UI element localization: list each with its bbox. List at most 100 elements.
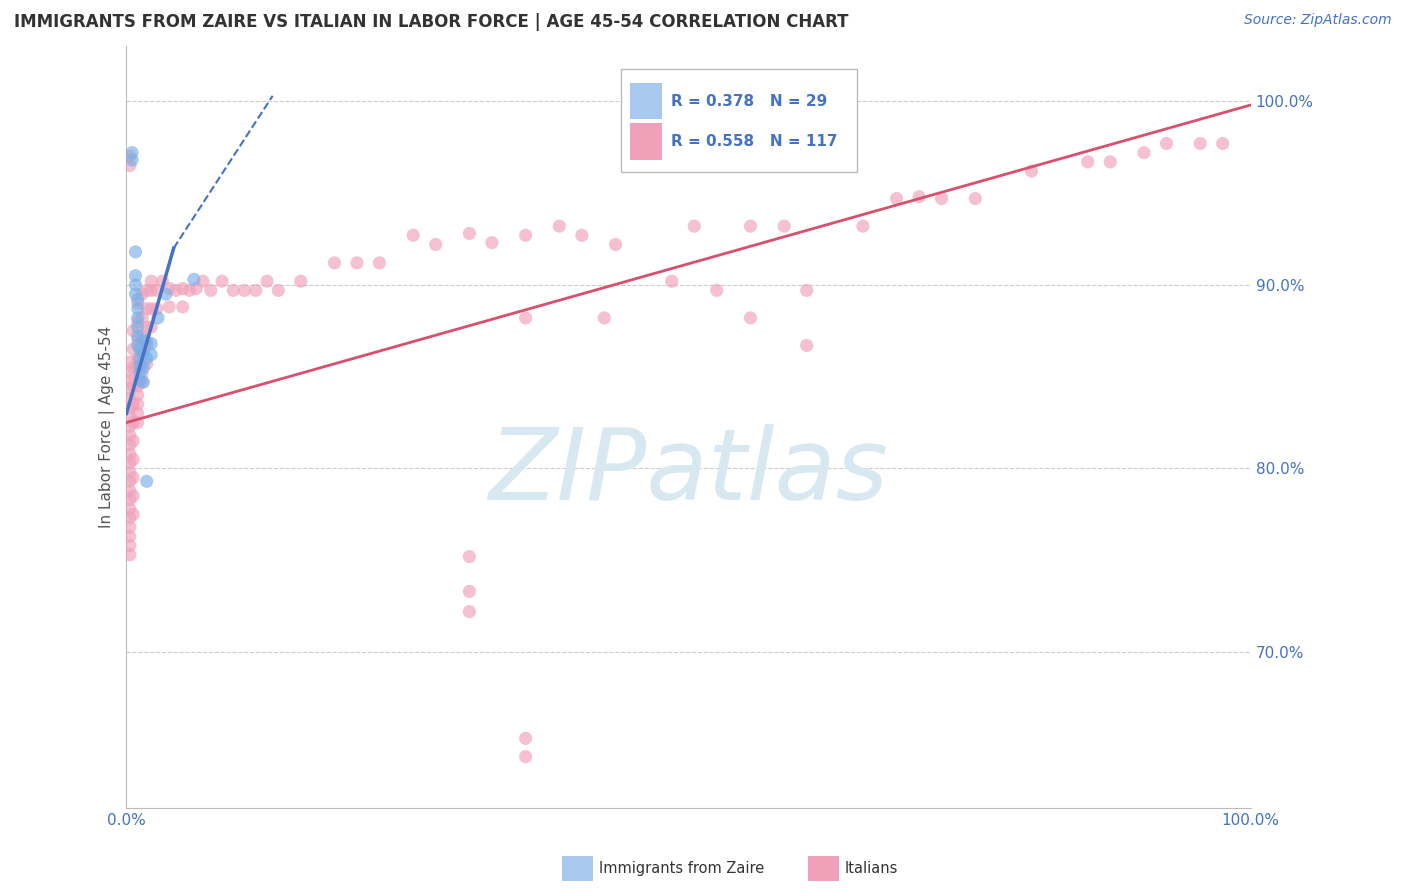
Point (131, 329, 153, 343)
Text: Italians: Italians (845, 862, 898, 876)
Point (135, 338, 157, 352)
Point (402, 228, 425, 243)
Point (131, 348, 153, 362)
Point (141, 284, 163, 298)
Point (118, 456, 141, 470)
Point (290, 274, 312, 288)
Point (135, 334, 157, 349)
Point (118, 520, 141, 534)
Point (118, 501, 141, 516)
Point (127, 338, 149, 352)
Point (211, 274, 233, 288)
Point (458, 227, 481, 241)
Point (515, 749, 537, 764)
Point (267, 284, 290, 298)
Point (1189, 136, 1212, 151)
Text: IMMIGRANTS FROM ZAIRE VS ITALIAN IN LABOR FORCE | AGE 45-54 CORRELATION CHART: IMMIGRANTS FROM ZAIRE VS ITALIAN IN LABO… (14, 13, 849, 31)
Point (127, 379, 149, 393)
Point (122, 397, 145, 411)
Point (118, 447, 141, 461)
Point (127, 351, 149, 366)
Point (118, 149, 141, 163)
Point (124, 277, 146, 292)
Point (155, 287, 177, 301)
Point (186, 281, 208, 295)
Point (222, 284, 245, 298)
Text: R = 0.378   N = 29: R = 0.378 N = 29 (671, 94, 827, 109)
Point (458, 584, 481, 599)
Point (127, 315, 149, 329)
Point (122, 470, 145, 484)
Point (141, 320, 163, 334)
Point (127, 406, 149, 420)
Point (515, 228, 537, 243)
Point (931, 192, 953, 206)
Point (593, 310, 616, 325)
Point (127, 301, 149, 316)
Point (118, 529, 141, 543)
Point (368, 256, 391, 270)
Point (118, 355, 141, 369)
Point (458, 605, 481, 619)
Point (127, 329, 149, 343)
Text: R = 0.558   N = 117: R = 0.558 N = 117 (671, 134, 837, 149)
Point (118, 428, 141, 442)
Point (118, 475, 141, 489)
Point (1133, 145, 1156, 160)
Point (256, 274, 278, 288)
Text: Source: ZipAtlas.com: Source: ZipAtlas.com (1244, 13, 1392, 28)
Point (132, 346, 155, 360)
Point (131, 310, 153, 325)
Point (233, 284, 256, 298)
Point (132, 333, 155, 347)
Point (346, 256, 368, 270)
Text: Immigrants from Zaire: Immigrants from Zaire (599, 862, 765, 876)
Point (515, 310, 537, 325)
Point (135, 475, 157, 489)
Point (124, 287, 146, 301)
Point (135, 357, 157, 371)
Point (118, 437, 141, 451)
Point (886, 192, 908, 206)
Point (131, 366, 153, 380)
Point (773, 219, 796, 234)
Point (1156, 136, 1178, 151)
Point (796, 284, 818, 298)
Point (122, 489, 145, 503)
Point (146, 310, 169, 325)
Point (965, 192, 987, 206)
Point (118, 483, 141, 498)
Point (172, 300, 194, 314)
Point (118, 392, 141, 406)
Point (118, 159, 141, 173)
Point (122, 342, 145, 356)
Point (165, 284, 187, 298)
Point (118, 511, 141, 525)
Point (146, 284, 169, 298)
Point (121, 145, 143, 160)
Point (129, 342, 152, 356)
Point (1077, 154, 1099, 169)
Point (121, 153, 143, 167)
Point (127, 296, 149, 310)
Point (135, 301, 157, 316)
Point (127, 360, 149, 375)
Point (132, 375, 155, 389)
Bar (630, 83, 662, 120)
Point (118, 383, 141, 397)
Point (122, 324, 145, 338)
Point (129, 359, 152, 373)
Point (124, 268, 146, 283)
Point (118, 373, 141, 387)
Point (122, 452, 145, 467)
Point (683, 219, 706, 234)
Point (852, 219, 875, 234)
Point (129, 373, 152, 387)
Point (127, 293, 149, 307)
Point (132, 360, 155, 375)
Point (1021, 164, 1043, 178)
Point (118, 539, 141, 553)
Point (141, 274, 163, 288)
Point (200, 284, 222, 298)
Point (127, 397, 149, 411)
